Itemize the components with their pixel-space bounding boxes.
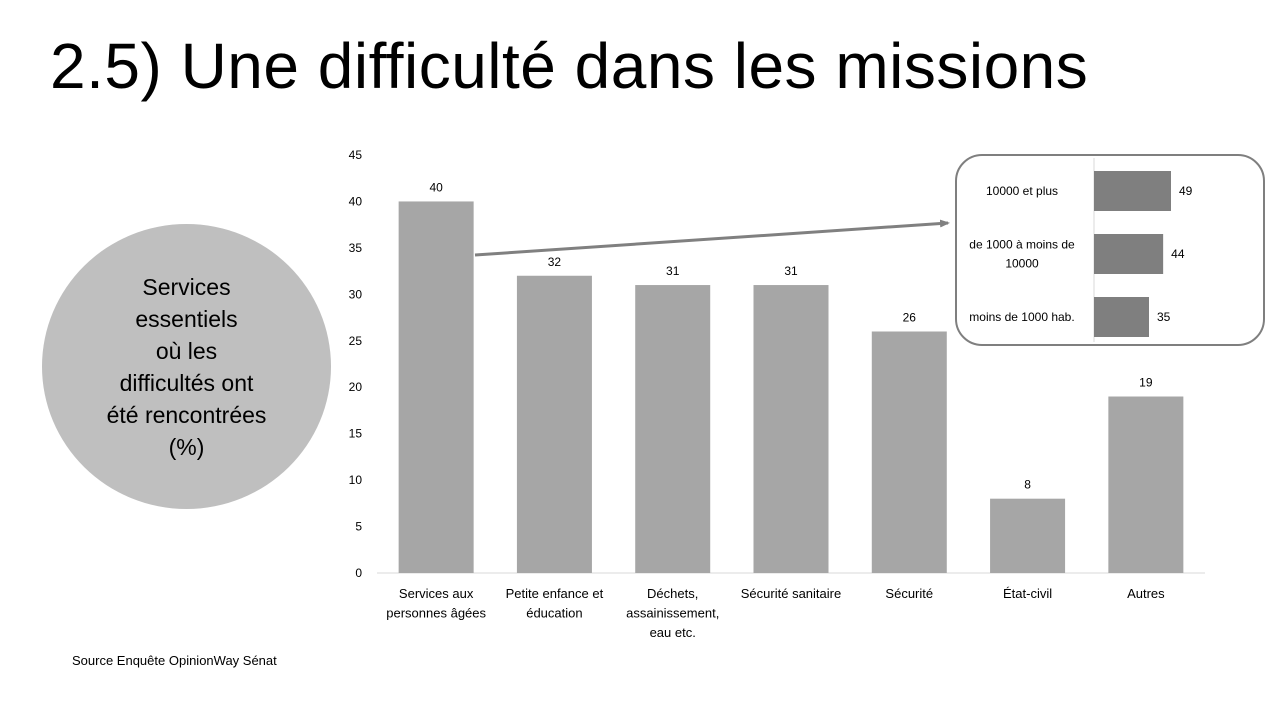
bar-data-label: 40 bbox=[429, 180, 443, 194]
topic-circle-line: où les bbox=[155, 337, 218, 364]
inset-category-label-line: de 1000 à moins de bbox=[969, 238, 1075, 252]
bar-data-label: 8 bbox=[1024, 478, 1031, 492]
bar-data-label: 26 bbox=[903, 310, 917, 324]
inset-bar bbox=[1094, 171, 1171, 211]
topic-circle-line: difficultés ont bbox=[119, 369, 254, 396]
bar-data-label: 31 bbox=[666, 264, 680, 278]
inset-bar bbox=[1094, 297, 1149, 337]
y-tick-label: 0 bbox=[355, 566, 362, 580]
bar bbox=[871, 331, 947, 573]
inset-bar-data-label: 35 bbox=[1157, 310, 1171, 324]
topic-circle-text: Services essentiels où les difficultés ont é… bbox=[87, 271, 287, 463]
bar-data-label: 32 bbox=[548, 255, 562, 269]
x-tick-label: Petite enfance et éducation bbox=[506, 586, 604, 621]
x-tick-label-line: Déchets, bbox=[647, 586, 698, 601]
x-tick-label: Sécurité sanitaire bbox=[741, 586, 841, 601]
inset-category-label-line: 10000 et plus bbox=[986, 184, 1058, 198]
x-tick-label-line: Sécurité bbox=[885, 586, 933, 601]
x-tick-label: État-civil bbox=[1003, 586, 1052, 601]
inset-category-label: moins de 1000 hab. bbox=[969, 310, 1074, 324]
x-tick-label-line: éducation bbox=[526, 606, 582, 621]
inset-category-label-line: 10000 bbox=[1005, 257, 1039, 271]
x-tick-label-line: personnes âgées bbox=[386, 606, 486, 621]
y-tick-label: 5 bbox=[355, 520, 362, 534]
y-tick-label: 35 bbox=[349, 241, 363, 255]
bar bbox=[990, 498, 1066, 573]
topic-circle-line: essentiels bbox=[135, 305, 238, 332]
inset-bar bbox=[1094, 234, 1164, 274]
inset-category-label: de 1000 à moins de 10000 bbox=[969, 238, 1075, 271]
x-tick-label-line: État-civil bbox=[1003, 586, 1052, 601]
x-tick-label-line: eau etc. bbox=[650, 625, 696, 640]
x-tick-label: Autres bbox=[1127, 586, 1165, 601]
topic-circle-line: Services bbox=[142, 273, 231, 300]
y-tick-label: 15 bbox=[349, 427, 363, 441]
inset-bar-data-label: 49 bbox=[1179, 184, 1193, 198]
y-tick-label: 40 bbox=[349, 194, 363, 208]
x-tick-label-line: assainissement, bbox=[626, 606, 719, 621]
x-tick-label: Sécurité bbox=[885, 586, 933, 601]
bar-data-label: 19 bbox=[1139, 376, 1153, 390]
x-tick-label-line: Sécurité sanitaire bbox=[741, 586, 841, 601]
bar bbox=[1108, 396, 1184, 573]
bar-data-label: 31 bbox=[784, 264, 798, 278]
inset-category-label: 10000 et plus bbox=[986, 184, 1058, 198]
bar bbox=[753, 285, 829, 573]
inset-category-label-line: moins de 1000 hab. bbox=[969, 310, 1074, 324]
y-tick-label: 20 bbox=[349, 380, 363, 394]
x-tick-label-line: Petite enfance et bbox=[506, 586, 604, 601]
y-tick-label: 10 bbox=[349, 473, 363, 487]
topic-circle: Services essentiels où les difficultés ont é… bbox=[42, 224, 331, 509]
topic-circle-line: été rencontrées bbox=[106, 401, 267, 428]
y-tick-label: 30 bbox=[349, 287, 363, 301]
inset-bar-data-label: 44 bbox=[1171, 247, 1185, 261]
x-tick-label: Services aux personnes âgées bbox=[386, 586, 486, 621]
x-tick-label-line: Services aux bbox=[399, 586, 474, 601]
x-tick-label: Déchets, assainissement, eau etc. bbox=[626, 586, 719, 640]
bar bbox=[516, 275, 592, 573]
y-tick-label: 25 bbox=[349, 334, 363, 348]
slide-title: 2.5) Une difficulté dans les missions bbox=[50, 30, 1089, 102]
x-tick-label-line: Autres bbox=[1127, 586, 1165, 601]
y-tick-label: 45 bbox=[349, 148, 363, 162]
bar bbox=[635, 285, 711, 573]
topic-circle-line: (%) bbox=[168, 433, 205, 460]
source-note: Source Enquête OpinionWay Sénat bbox=[72, 653, 277, 668]
callout-arrow bbox=[474, 219, 950, 257]
bar bbox=[398, 201, 474, 573]
